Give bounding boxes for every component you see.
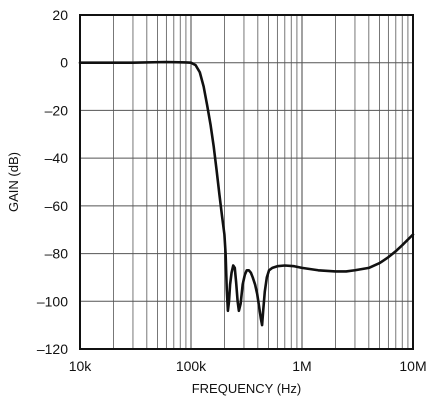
y-axis-title: GAIN (dB) [6, 152, 21, 212]
y-tick-label: –60 [45, 198, 69, 214]
y-tick-label: –120 [37, 341, 68, 357]
y-tick-label: –100 [37, 293, 68, 309]
x-axis-title: FREQUENCY (Hz) [192, 381, 302, 396]
x-tick-label: 100k [176, 358, 207, 374]
grid [79, 14, 413, 350]
y-tick-label: –80 [45, 246, 69, 262]
y-tick-label: 0 [60, 55, 68, 71]
gain-curve [78, 60, 415, 327]
y-tick-label: –20 [45, 102, 69, 118]
series-layer [78, 60, 415, 327]
x-tick-label: 10k [69, 358, 93, 374]
x-tick-label: 10M [399, 358, 426, 374]
plot-frame [79, 14, 414, 350]
x-tick-label: 1M [292, 358, 311, 374]
y-tick-label: 20 [52, 7, 68, 23]
y-tick-label: –40 [45, 150, 69, 166]
